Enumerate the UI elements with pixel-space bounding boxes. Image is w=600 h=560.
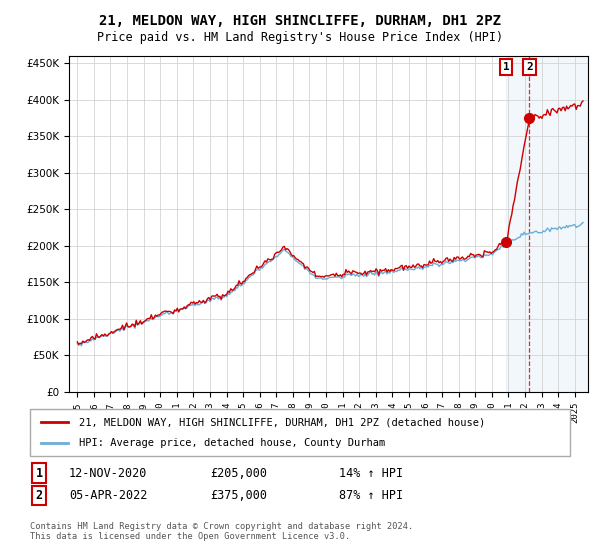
Text: Contains HM Land Registry data © Crown copyright and database right 2024.
This d: Contains HM Land Registry data © Crown c…	[30, 522, 413, 542]
Text: 1: 1	[35, 466, 43, 480]
Text: HPI: Average price, detached house, County Durham: HPI: Average price, detached house, Coun…	[79, 438, 385, 448]
Text: £375,000: £375,000	[210, 489, 267, 502]
Text: £205,000: £205,000	[210, 466, 267, 480]
Text: 21, MELDON WAY, HIGH SHINCLIFFE, DURHAM, DH1 2PZ (detached house): 21, MELDON WAY, HIGH SHINCLIFFE, DURHAM,…	[79, 417, 485, 427]
Text: 14% ↑ HPI: 14% ↑ HPI	[339, 466, 403, 480]
Text: 2: 2	[35, 489, 43, 502]
FancyBboxPatch shape	[30, 409, 570, 456]
Text: 12-NOV-2020: 12-NOV-2020	[69, 466, 148, 480]
Text: 87% ↑ HPI: 87% ↑ HPI	[339, 489, 403, 502]
Text: Price paid vs. HM Land Registry's House Price Index (HPI): Price paid vs. HM Land Registry's House …	[97, 31, 503, 44]
Text: 1: 1	[503, 62, 510, 72]
Bar	[506, 56, 588, 392]
Text: 21, MELDON WAY, HIGH SHINCLIFFE, DURHAM, DH1 2PZ: 21, MELDON WAY, HIGH SHINCLIFFE, DURHAM,…	[99, 14, 501, 28]
Text: 05-APR-2022: 05-APR-2022	[69, 489, 148, 502]
Text: 2: 2	[526, 62, 533, 72]
